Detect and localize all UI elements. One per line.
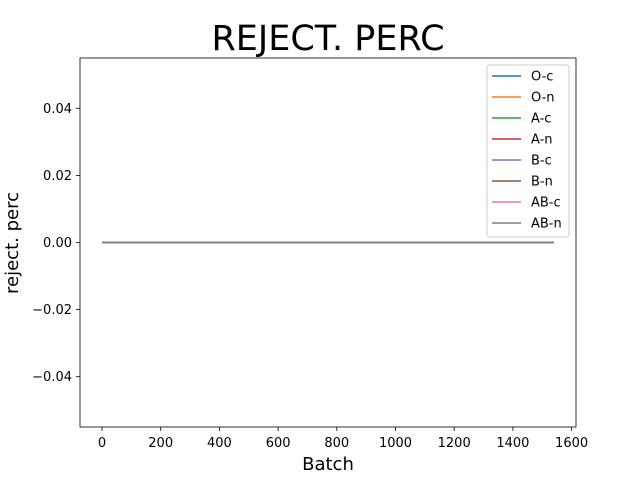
chart-title: REJECT. PERC (211, 19, 444, 59)
x-axis-ticks: 0 200 400 600 800 1000 1200 1400 1600 (98, 427, 588, 451)
x-tick-label: 200 (148, 436, 173, 451)
x-tick-label: 1600 (555, 436, 588, 451)
legend-label: A-c (531, 112, 551, 127)
x-tick-label: 1400 (496, 436, 529, 451)
y-tick-label: −0.04 (32, 370, 72, 385)
x-axis-label: Batch (302, 454, 354, 475)
legend-label: A-n (531, 133, 553, 148)
x-tick-label: 400 (207, 436, 232, 451)
legend-label: O-c (531, 70, 553, 85)
legend-label: B-n (531, 175, 553, 190)
legend-frame (486, 64, 570, 238)
y-axis-label: reject. perc (2, 192, 23, 294)
y-tick-label: 0.00 (43, 236, 72, 251)
x-tick-label: 800 (324, 436, 349, 451)
y-tick-label: 0.02 (43, 169, 72, 184)
legend-label: B-c (531, 154, 552, 169)
legend-label: AB-c (531, 196, 561, 211)
y-tick-label: 0.04 (43, 102, 72, 117)
x-tick-label: 0 (98, 436, 106, 451)
y-tick-label: −0.02 (32, 303, 72, 318)
x-tick-label: 1200 (438, 436, 471, 451)
x-tick-label: 600 (266, 436, 291, 451)
x-tick-label: 1000 (379, 436, 412, 451)
legend-label: AB-n (531, 217, 562, 232)
legend: O-c O-n A-c A-n B-c B-n AB-c AB-n (486, 64, 570, 238)
legend-label: O-n (531, 91, 555, 106)
y-axis-ticks: −0.04 −0.02 0.00 0.02 0.04 (32, 102, 80, 385)
